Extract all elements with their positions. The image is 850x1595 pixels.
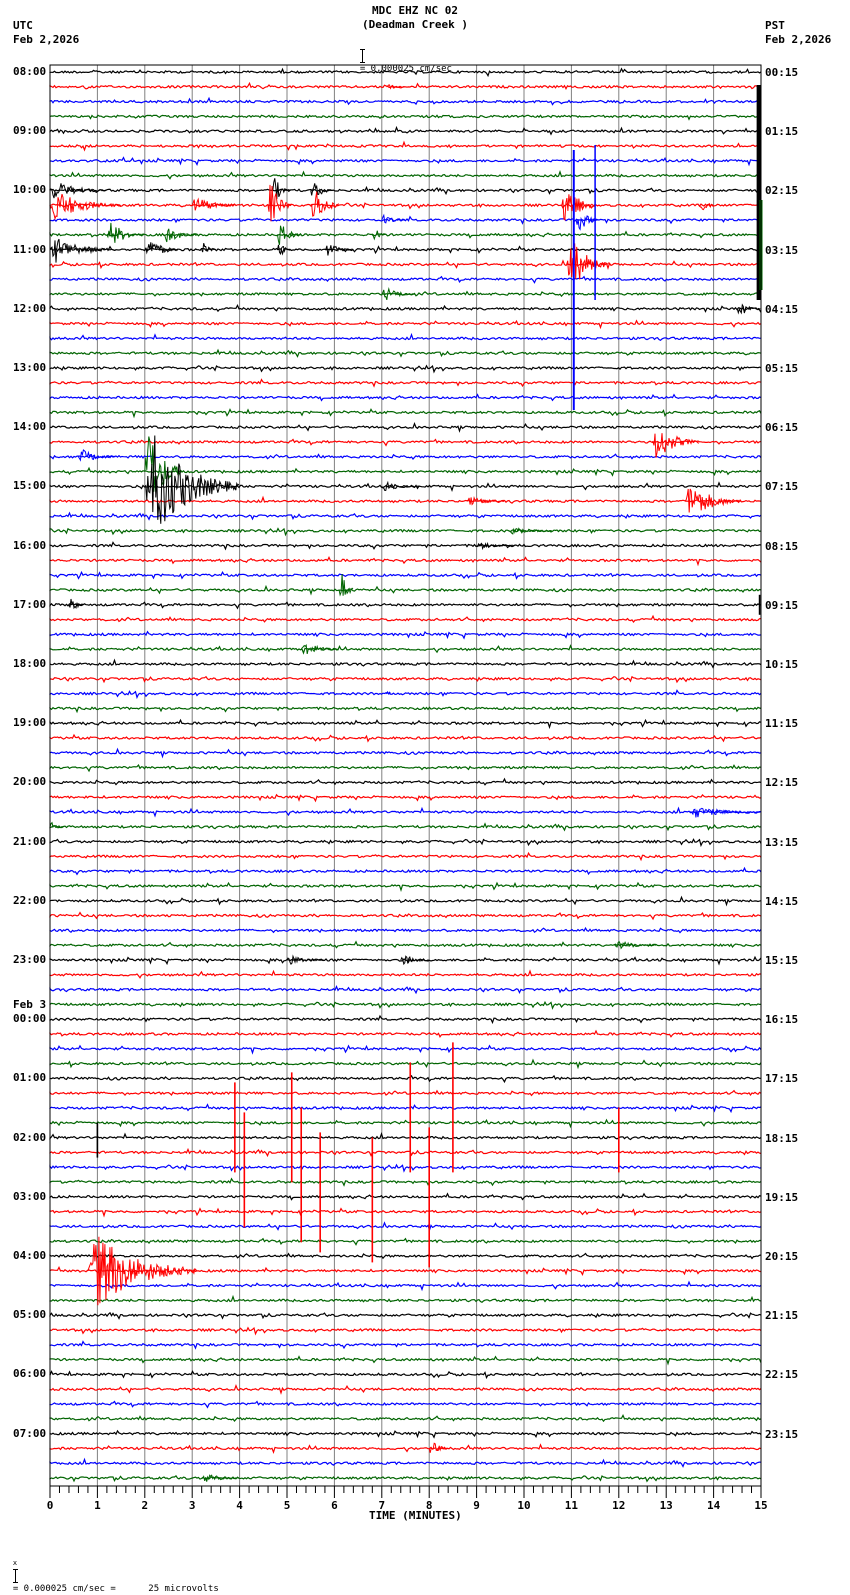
utc-hour-label: 02:00 (13, 1130, 47, 1144)
utc-hour-label: 17:00 (13, 597, 47, 611)
pst-hour-label: 11:15 (765, 717, 799, 731)
utc-hour-label: 07:00 (13, 1426, 47, 1440)
pst-hour-label: 20:15 (765, 1250, 799, 1263)
utc-hour-label: 12:00 (13, 301, 47, 315)
x-tick-label: 11 (564, 1499, 579, 1512)
utc-hour-label: 21:00 (13, 834, 47, 848)
utc-hour-label: 22:00 (13, 893, 47, 907)
scale-bar-icon (359, 49, 365, 63)
right-date: Feb 2,2026 (765, 33, 832, 46)
seismic-events (49, 84, 763, 1482)
x-tick-label: 10 (517, 1499, 531, 1512)
minute-gridlines (96, 65, 715, 1486)
plot-frame (49, 64, 762, 1487)
utc-hour-label: 05:00 (13, 1308, 47, 1322)
utc-hour-label: 00:00 (13, 1012, 47, 1026)
header-scale: = 0.000025 cm/sec (349, 38, 452, 75)
pst-hour-label: 17:15 (765, 1072, 799, 1086)
utc-hour-label: 14:00 (13, 420, 47, 434)
x-tick-label: 4 (236, 1499, 243, 1512)
station-title: MDC EHZ NC 02 (371, 4, 459, 17)
utc-hour-label: 09:00 (13, 124, 47, 138)
site-name: (Deadman Creek ) (362, 18, 468, 31)
pst-hour-label: 04:15 (765, 302, 799, 316)
utc-hour-label: 06:00 (13, 1367, 47, 1381)
pst-hour-label: 16:15 (765, 1013, 799, 1027)
pst-hour-label: 19:15 (765, 1190, 799, 1204)
date-change-label: Feb 3 (13, 998, 47, 1012)
x-tick-label: 6 (331, 1499, 338, 1512)
x-tick-label: 9 (473, 1499, 480, 1512)
x-tick-label: 15 (754, 1499, 768, 1512)
utc-hour-label: 01:00 (13, 1071, 47, 1085)
utc-hour-label: 08:00 (13, 65, 47, 78)
utc-hour-label: 15:00 (13, 479, 47, 493)
x-tick-label: 7 (378, 1499, 386, 1512)
pst-hour-label: 05:15 (765, 362, 799, 375)
right-timezone: PST (765, 19, 785, 32)
utc-hour-label: 19:00 (13, 716, 47, 730)
x-tick-label: 5 (283, 1499, 291, 1512)
left-date: Feb 2,2026 (13, 33, 80, 46)
utc-hour-label: 03:00 (13, 1189, 47, 1203)
x-tick-label: 14 (706, 1499, 721, 1512)
x-tick-label: 13 (659, 1499, 673, 1512)
pst-hour-label: 14:15 (765, 894, 799, 908)
pst-hour-label: 15:15 (765, 954, 799, 967)
utc-hour-label: 04:00 (13, 1249, 47, 1262)
utc-hour-label: 13:00 (13, 361, 47, 374)
utc-hour-label: 16:00 (13, 538, 47, 552)
pst-hour-label: 01:15 (765, 125, 799, 139)
x-tick-label: 0 (46, 1499, 54, 1512)
footer-scale-bar-icon (12, 1569, 18, 1583)
header-scale-text: = 0.000025 cm/sec (359, 64, 452, 74)
x-tick-label: 2 (141, 1499, 149, 1512)
footer-scale-prefix: x (12, 1559, 18, 1567)
pst-hour-label: 06:15 (765, 421, 799, 435)
pst-hour-label: 23:15 (765, 1427, 799, 1441)
utc-hour-label: 10:00 (13, 183, 47, 197)
pst-hour-label: 00:15 (765, 66, 799, 79)
pst-hour-label: 07:15 (765, 480, 799, 494)
footer-scale-text: = 0.000025 cm/sec = 25 microvolts (12, 1584, 219, 1594)
utc-hour-label: 11:00 (13, 242, 47, 256)
footer-scale: x = 0.000025 cm/sec = 25 microvolts (2, 1547, 219, 1595)
pst-hour-label: 22:15 (765, 1368, 799, 1382)
pst-hour-label: 08:15 (765, 539, 799, 553)
x-tick-label: 1 (94, 1499, 101, 1512)
pst-hour-label: 12:15 (765, 776, 799, 790)
x-tick-label: 3 (188, 1499, 196, 1512)
pst-hour-label: 10:15 (765, 658, 799, 671)
x-axis (49, 1486, 762, 1498)
x-axis-label: TIME (MINUTES) (369, 1509, 462, 1522)
x-tick-label: 12 (612, 1499, 626, 1512)
pst-hour-label: 18:15 (765, 1131, 799, 1145)
pst-hour-label: 21:15 (765, 1309, 799, 1323)
pst-hour-label: 02:15 (765, 184, 799, 198)
pst-hour-label: 09:15 (765, 598, 799, 612)
left-timezone: UTC (13, 19, 33, 32)
seismic-traces (49, 67, 762, 1483)
pst-hour-label: 13:15 (765, 835, 799, 849)
utc-hour-label: 20:00 (13, 775, 47, 789)
utc-hour-label: 18:00 (13, 657, 47, 670)
pst-hour-label: 03:15 (765, 243, 799, 257)
utc-hour-label: 23:00 (13, 953, 47, 966)
x-tick-label: 8 (425, 1499, 433, 1512)
